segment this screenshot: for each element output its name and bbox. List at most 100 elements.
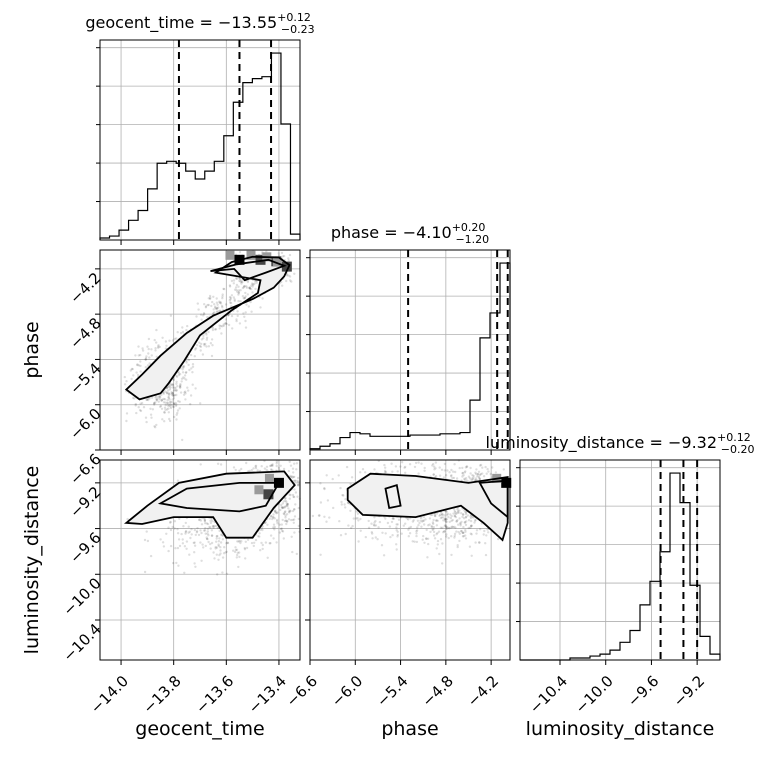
sample-point (164, 401, 167, 404)
sample-point (356, 512, 360, 515)
sample-point (207, 345, 211, 348)
sample-point (168, 417, 171, 421)
sample-point (259, 306, 262, 309)
sample-point (136, 363, 139, 367)
sample-point (213, 328, 217, 331)
sample-point (281, 502, 284, 505)
sample-point (200, 523, 204, 526)
sample-point (448, 471, 451, 474)
sample-point (464, 537, 468, 540)
sample-point (168, 398, 171, 401)
sample-point (396, 535, 399, 538)
sample-point (144, 358, 147, 361)
sample-point (291, 467, 295, 470)
sample-point (276, 511, 279, 514)
sample-point (200, 342, 203, 346)
sample-point (203, 313, 206, 316)
sample-point (172, 402, 176, 406)
sample-point (137, 364, 141, 367)
sample-point (289, 474, 292, 478)
sample-point (469, 532, 472, 535)
sample-point (293, 531, 296, 534)
sample-point (474, 477, 478, 480)
sample-point (138, 409, 142, 412)
sample-point (134, 402, 137, 406)
sample-point (148, 356, 151, 359)
sample-point (228, 295, 232, 299)
sample-point (440, 516, 444, 519)
sample-point (459, 521, 462, 525)
sample-point (435, 547, 438, 550)
sample-point (270, 468, 273, 471)
sample-point (474, 478, 477, 482)
sample-point (276, 522, 279, 525)
sample-point (203, 519, 207, 523)
sample-point (178, 372, 182, 376)
sample-point (441, 562, 444, 565)
sample-point (221, 293, 224, 296)
sample-point (361, 468, 365, 471)
sample-point (172, 389, 176, 392)
sample-point (287, 518, 291, 521)
sample-point (183, 391, 186, 394)
sample-point (484, 542, 487, 545)
sample-point (215, 546, 219, 549)
sample-point (164, 390, 167, 393)
sample-point (484, 465, 487, 469)
sample-point (481, 472, 484, 475)
sample-point (219, 302, 223, 305)
sample-point (400, 532, 403, 535)
sample-point (426, 556, 429, 559)
sample-point (240, 280, 243, 284)
sample-point (166, 402, 169, 405)
sample-point (157, 346, 160, 349)
sample-point (239, 300, 242, 303)
sample-point (340, 500, 343, 504)
sample-point (199, 313, 203, 316)
panel-frame (309, 459, 511, 661)
sample-point (225, 322, 228, 326)
sample-point (161, 336, 164, 339)
sample-point (439, 516, 443, 520)
sample-point (185, 371, 188, 374)
sample-point (154, 349, 157, 352)
sample-point (189, 394, 193, 397)
sample-point (125, 412, 129, 415)
sample-point (456, 544, 459, 547)
sample-point (450, 535, 453, 538)
sample-point (427, 524, 430, 527)
sample-point (150, 348, 153, 351)
sample-point (223, 287, 226, 291)
sample-point (275, 512, 278, 515)
sample-point (210, 354, 214, 358)
sample-point (408, 532, 412, 535)
sample-point (204, 532, 207, 535)
sample-point (165, 532, 168, 535)
sample-point (239, 541, 242, 545)
sample-point (458, 539, 461, 543)
sample-point (162, 392, 165, 395)
sample-point (475, 529, 479, 532)
sample-point (395, 529, 398, 532)
sample-point (229, 301, 233, 305)
sample-point (462, 531, 465, 534)
sample-point (289, 464, 293, 467)
sample-point (475, 532, 478, 535)
sample-point (218, 300, 221, 303)
sample-point (211, 344, 214, 347)
sample-point (174, 404, 178, 407)
y-tick-label: −4.2 (66, 269, 104, 307)
sample-point (445, 518, 448, 521)
sample-point (272, 516, 275, 519)
sample-point (431, 464, 434, 467)
sample-point (171, 393, 174, 397)
sample-point (237, 291, 240, 295)
sample-point (193, 551, 196, 554)
sample-point (291, 550, 294, 554)
sample-point (445, 518, 448, 521)
sample-point (465, 479, 468, 482)
sample-point (472, 476, 475, 479)
x-axis-label: phase (381, 718, 438, 740)
sample-point (430, 526, 434, 529)
